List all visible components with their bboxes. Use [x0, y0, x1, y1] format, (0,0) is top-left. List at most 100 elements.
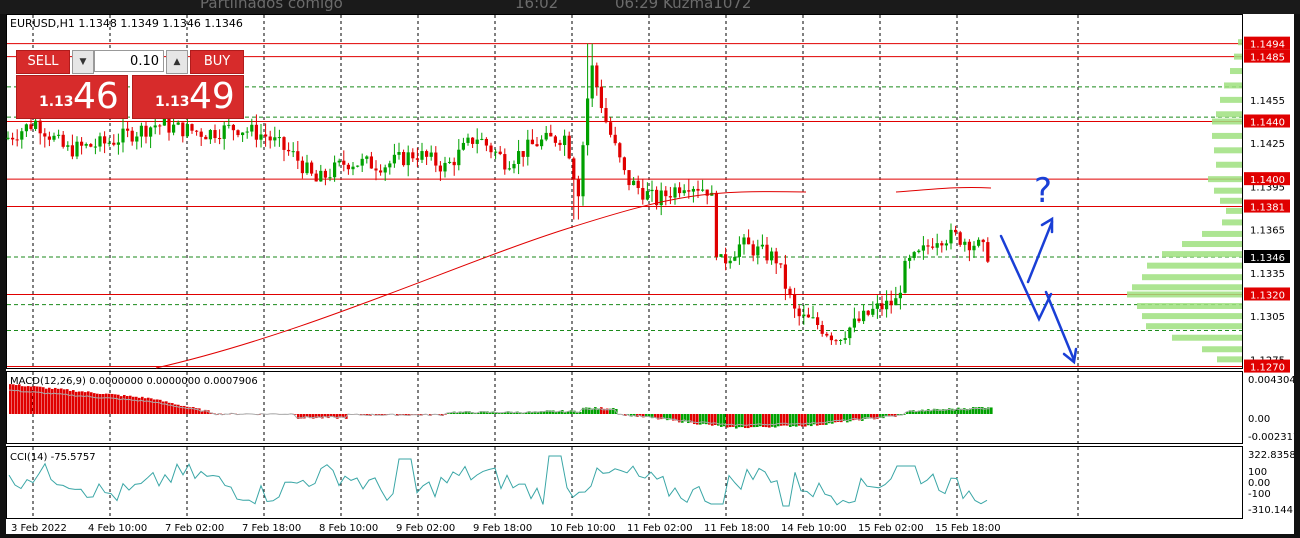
candle-body — [342, 160, 346, 165]
candle-body — [567, 135, 571, 159]
macd-bar — [477, 412, 480, 414]
candle-body — [402, 152, 406, 166]
macd-bar — [543, 411, 546, 414]
macd-bar — [729, 414, 732, 428]
chart-canvas[interactable]: 1.1455 1.1425 1.1395 1.1365 1.1335 1.1305 1.12… — [6, 14, 1299, 534]
macd-bar — [603, 408, 606, 414]
candle-body — [139, 125, 143, 137]
candle-body — [204, 136, 208, 140]
macd-bar — [921, 409, 924, 414]
macd-bar — [879, 414, 882, 418]
macd-bar — [468, 411, 471, 414]
macd-bar — [702, 414, 705, 424]
sell-price-button[interactable]: 1.13 46 — [16, 75, 128, 119]
macd-bar — [63, 389, 66, 414]
lot-increase-button[interactable]: ▲ — [166, 50, 188, 74]
macd-bar — [81, 391, 84, 414]
lot-size-input[interactable]: 0.10 — [94, 50, 164, 72]
macd-bar — [570, 410, 573, 414]
candle-body — [576, 179, 580, 197]
volume-profile-bar — [1224, 82, 1242, 89]
macd-bar — [36, 386, 39, 414]
candle-body — [521, 151, 525, 157]
candle-body — [908, 257, 912, 261]
macd-bar — [975, 407, 978, 414]
chart-title: EURUSD,H1 1.1348 1.1349 1.1346 1.1346 — [10, 17, 243, 30]
macd-bar — [333, 414, 336, 418]
lot-decrease-button[interactable]: ▼ — [72, 50, 94, 74]
price-tick: 1.1365 — [1250, 226, 1285, 237]
candle-body — [34, 120, 38, 129]
sell-price-big: 46 — [73, 76, 119, 117]
candle-body — [80, 141, 84, 146]
candle-body — [282, 137, 286, 150]
volume-profile-bar — [1142, 313, 1242, 320]
candle-body — [673, 187, 677, 198]
candle-body — [839, 340, 843, 342]
sell-button[interactable]: SELL — [16, 50, 70, 74]
macd-bar — [798, 414, 801, 426]
candle-body — [149, 127, 153, 137]
macd-bar — [96, 393, 99, 414]
price-level-label: 1.1381 — [1250, 203, 1285, 214]
macd-bar — [759, 414, 762, 427]
candle-body — [553, 136, 557, 143]
macd-bar — [930, 410, 933, 414]
macd-bar — [819, 414, 822, 425]
macd-bar — [762, 414, 765, 427]
candle-body — [227, 124, 231, 126]
macd-bar — [846, 414, 849, 423]
candle-body — [733, 256, 737, 261]
buy-price-button[interactable]: 1.13 49 — [132, 75, 244, 119]
macd-bar — [21, 386, 24, 414]
macd-bar — [960, 408, 963, 414]
macd-bar — [144, 398, 147, 414]
candle-body — [245, 131, 249, 133]
price-level-box — [1244, 49, 1290, 63]
candle-body — [687, 190, 691, 192]
macd-bar — [852, 414, 855, 421]
macd-bar — [864, 414, 867, 419]
macd-bar — [840, 414, 843, 423]
macd-label: MACD(12,26,9) 0.0000000 0.0000000 0.0007… — [10, 376, 258, 387]
candle-body — [728, 260, 732, 264]
price-level-box — [1244, 172, 1290, 186]
arrow-up — [1026, 220, 1054, 284]
chart-window[interactable]: 1.1455 1.1425 1.1395 1.1365 1.1335 1.1305 1.12… — [6, 14, 1299, 534]
candle-body — [737, 244, 741, 257]
one-click-trading-panel: SELL ▼ 0.10 ▲ BUY 1.13 46 1.13 49 — [16, 50, 244, 119]
candle-body — [724, 254, 728, 264]
volume-profile-bar — [1132, 284, 1242, 291]
macd-bar — [810, 414, 813, 427]
buy-price-small: 1.13 — [155, 94, 190, 110]
macd-bar — [591, 408, 594, 414]
candle-body — [793, 294, 797, 309]
candle-body — [636, 180, 640, 189]
candle-body — [484, 138, 488, 146]
macd-bar — [867, 414, 870, 419]
candle-body — [498, 151, 502, 155]
buy-button[interactable]: BUY — [190, 50, 244, 74]
candle-body — [411, 152, 415, 159]
macd-bar — [339, 414, 342, 418]
candle-body — [443, 162, 447, 172]
macd-bar — [51, 388, 54, 414]
macd-bar — [12, 384, 15, 414]
candle-body — [756, 246, 760, 256]
candle-body — [241, 132, 245, 136]
candle-body — [862, 310, 866, 322]
macd-bar — [750, 414, 753, 428]
macd-bar — [981, 407, 984, 414]
arrow-down — [1044, 290, 1076, 362]
macd-bar — [87, 391, 90, 414]
macd-bar — [102, 394, 105, 414]
candle-body — [218, 138, 222, 140]
candle-body — [84, 144, 88, 146]
macd-bar — [801, 414, 804, 427]
candle-body — [641, 188, 645, 200]
macd-bar — [150, 398, 153, 414]
candle-body — [760, 244, 764, 247]
macd-bar — [606, 408, 609, 414]
time-label: 15 Feb 18:00 — [935, 523, 1001, 534]
candle-body — [296, 151, 300, 161]
